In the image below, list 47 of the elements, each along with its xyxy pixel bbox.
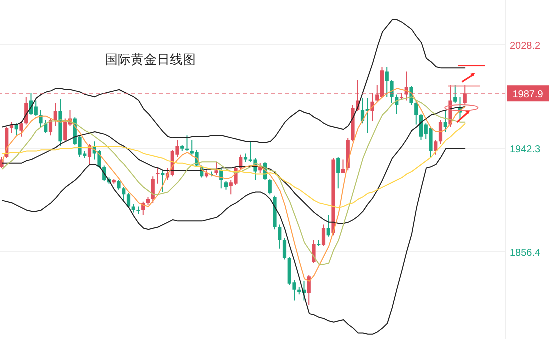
candlestick bbox=[278, 224, 282, 249]
candlestick bbox=[156, 168, 160, 184]
candlestick bbox=[54, 103, 58, 126]
candlestick bbox=[434, 140, 438, 155]
candlestick bbox=[317, 240, 321, 246]
candlestick bbox=[214, 162, 218, 176]
candlestick bbox=[273, 196, 277, 230]
candlestick bbox=[244, 154, 248, 162]
y-tick-label: 1856.4 bbox=[510, 248, 542, 260]
candlestick bbox=[58, 100, 62, 146]
line-series bbox=[2, 148, 466, 335]
candlestick bbox=[307, 275, 311, 306]
candlestick bbox=[146, 197, 150, 206]
candlestick bbox=[136, 206, 140, 214]
candlestick bbox=[268, 179, 272, 195]
candlestick bbox=[112, 179, 116, 184]
candlestick bbox=[390, 80, 394, 104]
candlestick bbox=[224, 181, 228, 190]
candlestick bbox=[414, 100, 418, 125]
candlestick bbox=[185, 136, 190, 152]
y-tick-label: 2028.2 bbox=[510, 41, 542, 52]
candlestick bbox=[326, 215, 330, 237]
candlestick bbox=[385, 66, 389, 98]
candlestick bbox=[341, 160, 346, 173]
candlestick bbox=[20, 121, 24, 137]
candlestick bbox=[312, 240, 316, 264]
y-tick-label: 1942.3 bbox=[510, 144, 542, 156]
candlestick bbox=[336, 157, 340, 189]
candlestick bbox=[24, 97, 28, 125]
candlestick bbox=[132, 204, 136, 213]
candlestick bbox=[400, 93, 404, 100]
candlestick bbox=[161, 170, 165, 192]
candlestick bbox=[126, 193, 131, 208]
candlestick bbox=[322, 224, 326, 246]
candlestick bbox=[463, 85, 467, 106]
candlestick bbox=[117, 180, 121, 190]
candlestick bbox=[438, 120, 443, 144]
ref-line-label: 1987.9 bbox=[512, 90, 544, 101]
candlestick bbox=[282, 238, 287, 260]
candlestick bbox=[332, 158, 336, 236]
text: 国际黄金日线图 bbox=[105, 52, 196, 69]
candlestick bbox=[454, 85, 458, 104]
candlestick bbox=[39, 110, 43, 128]
line-series bbox=[2, 20, 466, 144]
candlestick bbox=[180, 145, 184, 152]
candlestick bbox=[122, 187, 126, 202]
line-series bbox=[2, 123, 466, 208]
